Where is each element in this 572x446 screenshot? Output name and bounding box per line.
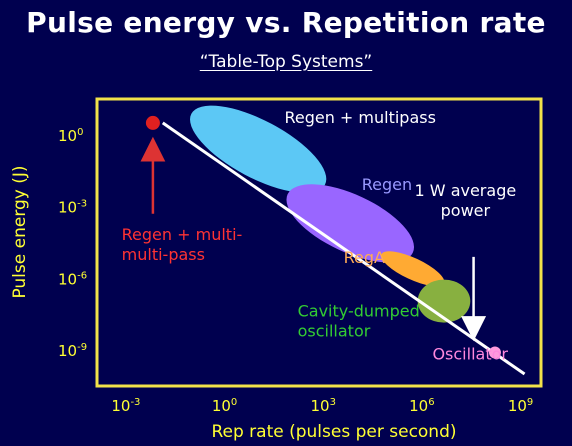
point-oscillator [488, 346, 501, 359]
y-tick-label: 10-3 [58, 199, 87, 217]
chart-subtitle: “Table-Top Systems” [199, 52, 373, 72]
annotation-red_label: Regen + multi-multi-pass [122, 225, 243, 264]
y-tick-label: 100 [58, 127, 83, 145]
region-regen [286, 184, 415, 263]
y-tick-label: 10-6 [58, 270, 87, 288]
annotation-regen_label: Regen [362, 175, 412, 194]
annotation-oscillator_label: Oscillator [432, 345, 508, 364]
x-tick-label: 103 [310, 397, 335, 415]
point-regen_multi_multi_pass [145, 115, 160, 130]
region-cavity [417, 279, 471, 323]
annotation-regen_multipass_label: Regen + multipass [284, 108, 435, 127]
annotation-power_label: 1 W average power [415, 181, 517, 220]
x-axis-label: Rep rate (pulses per second) [211, 422, 456, 442]
x-tick-label: 100 [212, 397, 237, 415]
x-tick-label: 109 [508, 397, 533, 415]
region-regen_multipass [190, 105, 327, 193]
annotation-cavity_label: Cavity-dumped oscillator [298, 302, 420, 341]
annotation-rega_label: RegA [344, 248, 385, 267]
chart-title: Pulse energy vs. Repetition rate [26, 6, 546, 39]
y-tick-label: 10-9 [58, 342, 87, 360]
plot-frame [95, 97, 543, 388]
x-tick-label: 10-3 [111, 397, 140, 415]
x-tick-label: 106 [409, 397, 434, 415]
y-axis-label: Pulse energy (J) [10, 165, 30, 298]
region-rega [381, 251, 445, 287]
